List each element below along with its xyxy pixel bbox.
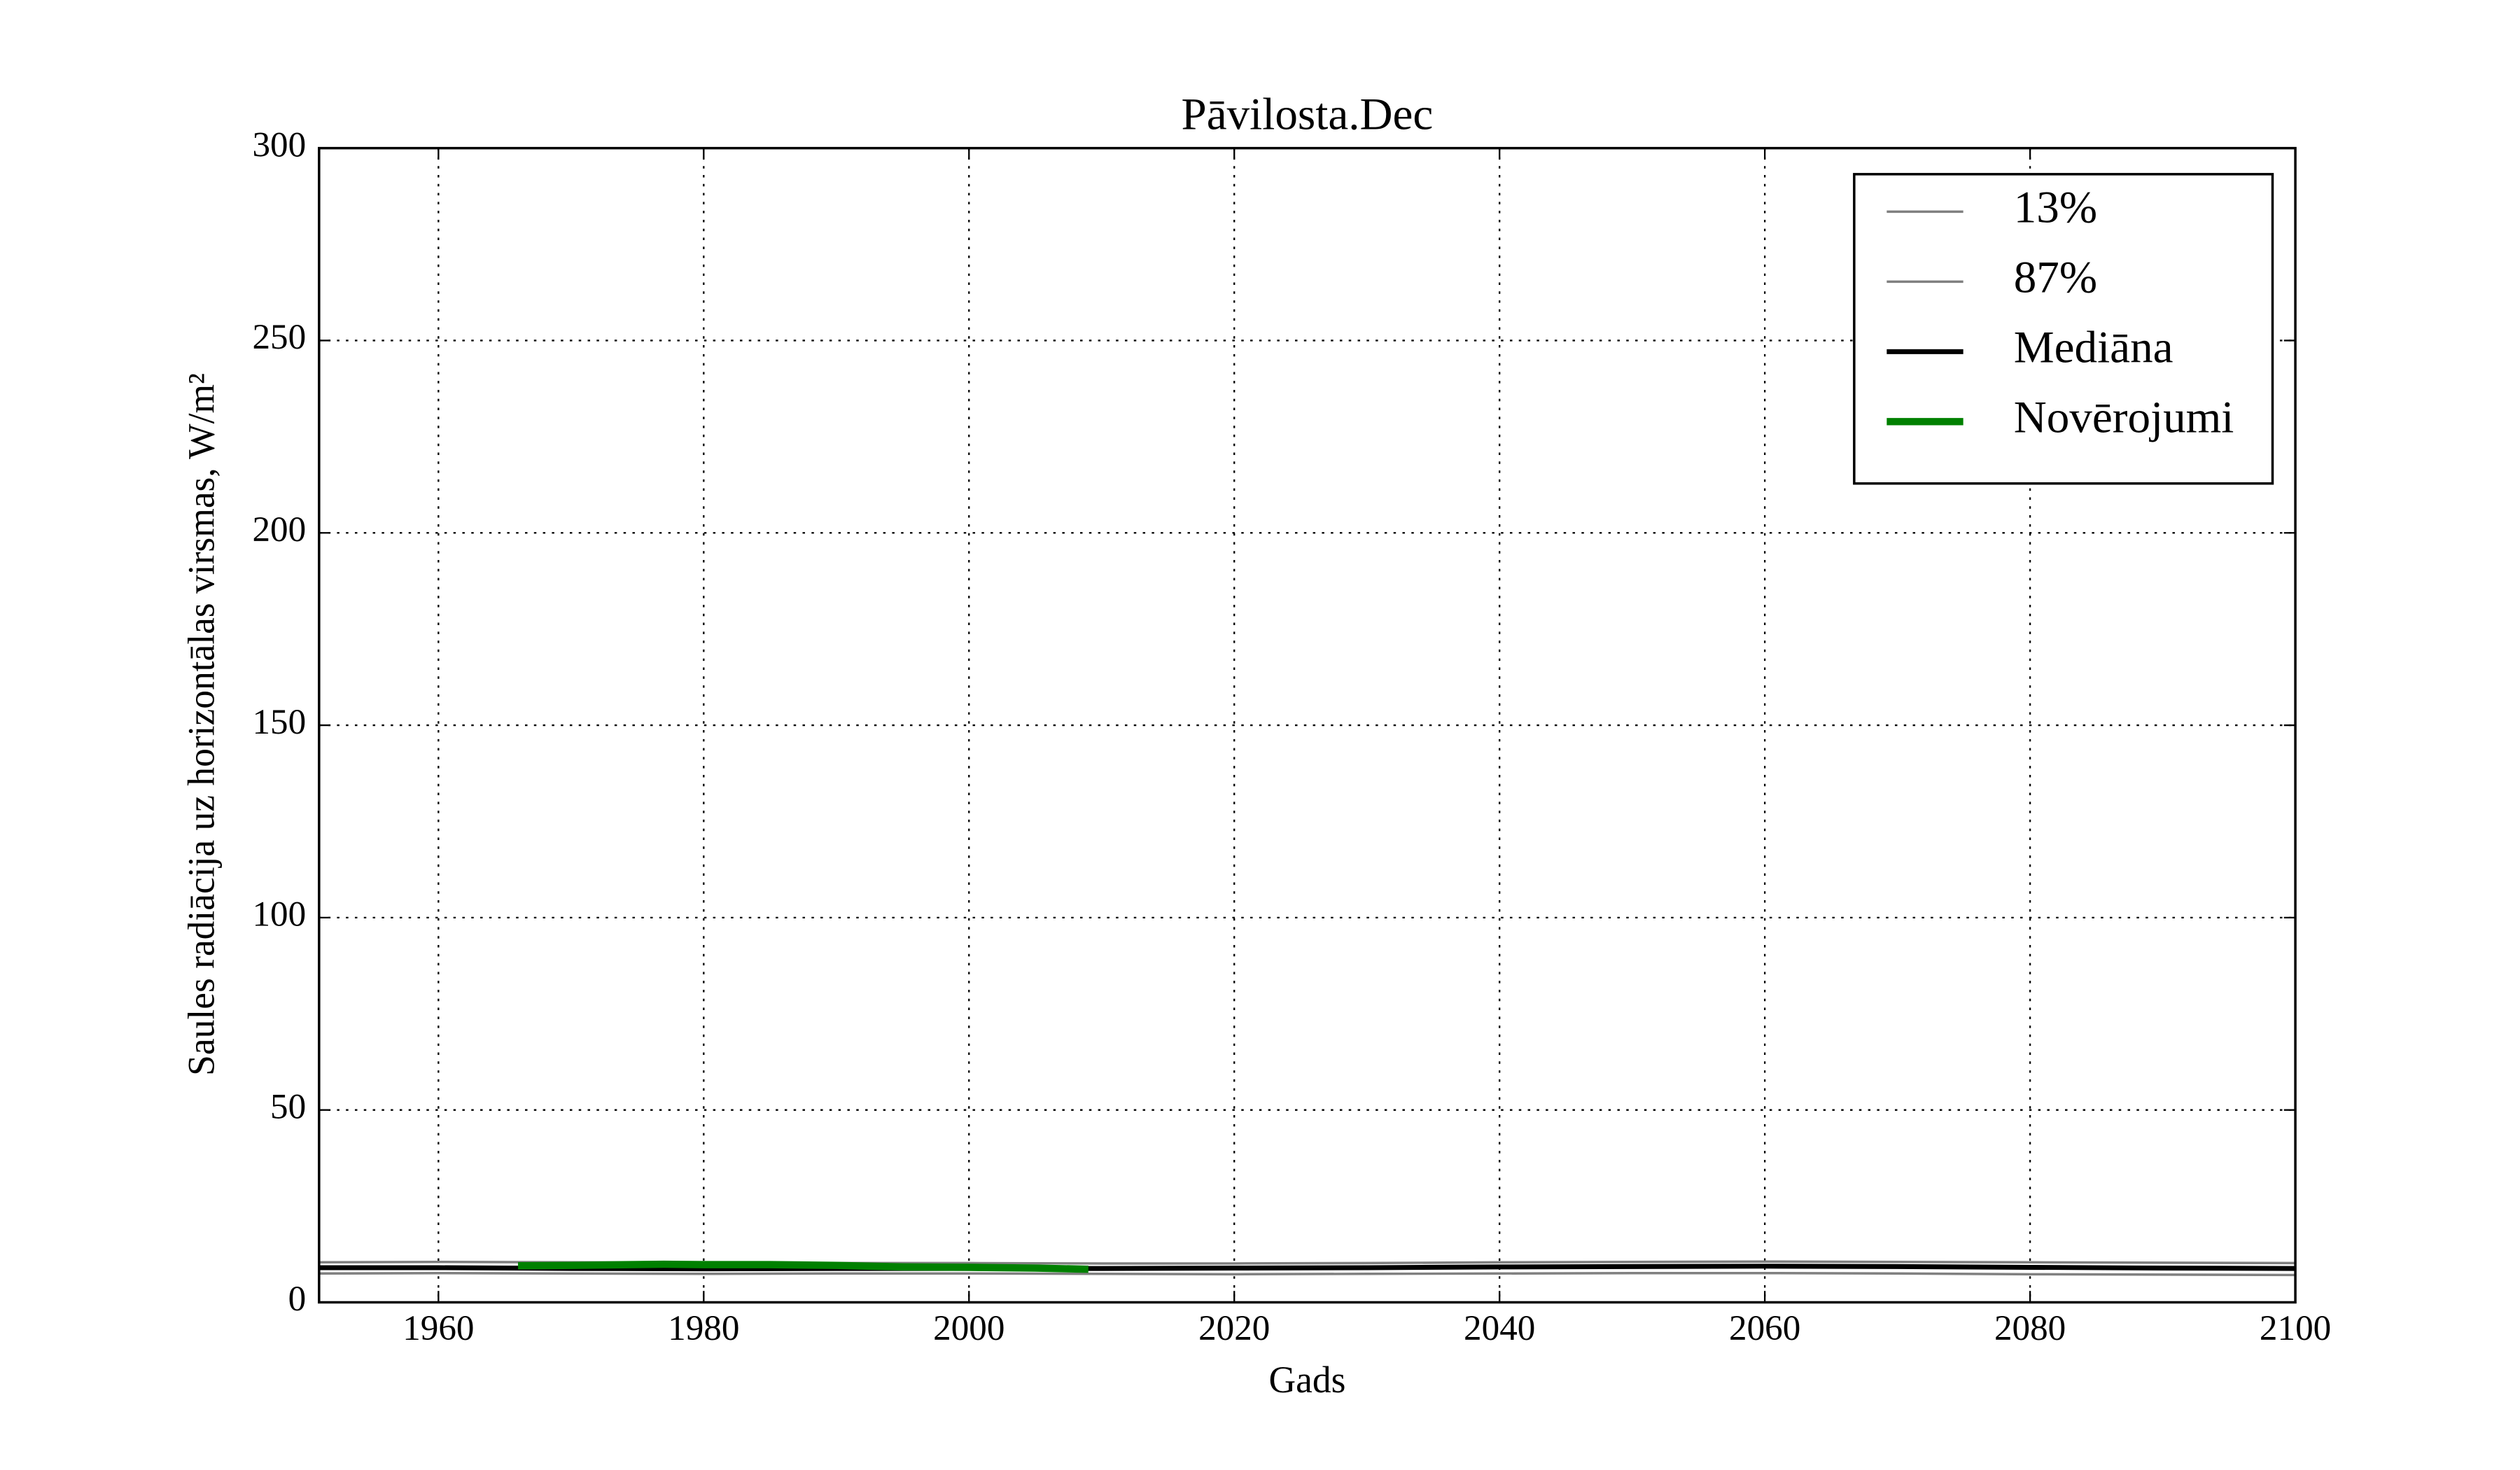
y-tick-label: 300	[252, 125, 306, 164]
x-tick-label: 2060	[1729, 1308, 1800, 1348]
y-axis-label: Saules radiācija uz horizontālas virsmas…	[180, 373, 222, 1076]
chart-title: Pāvilosta.Dec	[1182, 90, 1434, 140]
series-line	[318, 1271, 2296, 1277]
x-tick-label: 1960	[402, 1308, 474, 1348]
x-axis-label: Gads	[1268, 1359, 1345, 1401]
y-tick-label: 200	[252, 510, 306, 550]
y-tick-label: 50	[270, 1086, 306, 1126]
x-tick-label: 2020	[1198, 1308, 1270, 1348]
x-tick-label: 2080	[1994, 1308, 2066, 1348]
legend-label: Novērojumi	[2014, 392, 2234, 442]
legend-label: 87%	[2014, 252, 2097, 302]
legend-box	[1853, 173, 2274, 485]
series-line	[517, 1260, 1088, 1273]
x-tick-label: 2100	[2260, 1308, 2331, 1348]
y-tick-label: 100	[252, 895, 306, 934]
x-tick-label: 2040	[1464, 1308, 1535, 1348]
x-tick-label: 2000	[933, 1308, 1004, 1348]
series-line	[318, 1264, 2296, 1272]
y-tick-label: 0	[288, 1279, 307, 1319]
y-tick-label: 150	[252, 702, 306, 742]
x-tick-label: 1980	[668, 1308, 739, 1348]
legend-label: 13%	[2014, 182, 2097, 232]
y-tick-label: 250	[252, 317, 306, 357]
plot-frame	[318, 146, 2297, 1304]
legend-label: Mediāna	[2014, 322, 2174, 372]
